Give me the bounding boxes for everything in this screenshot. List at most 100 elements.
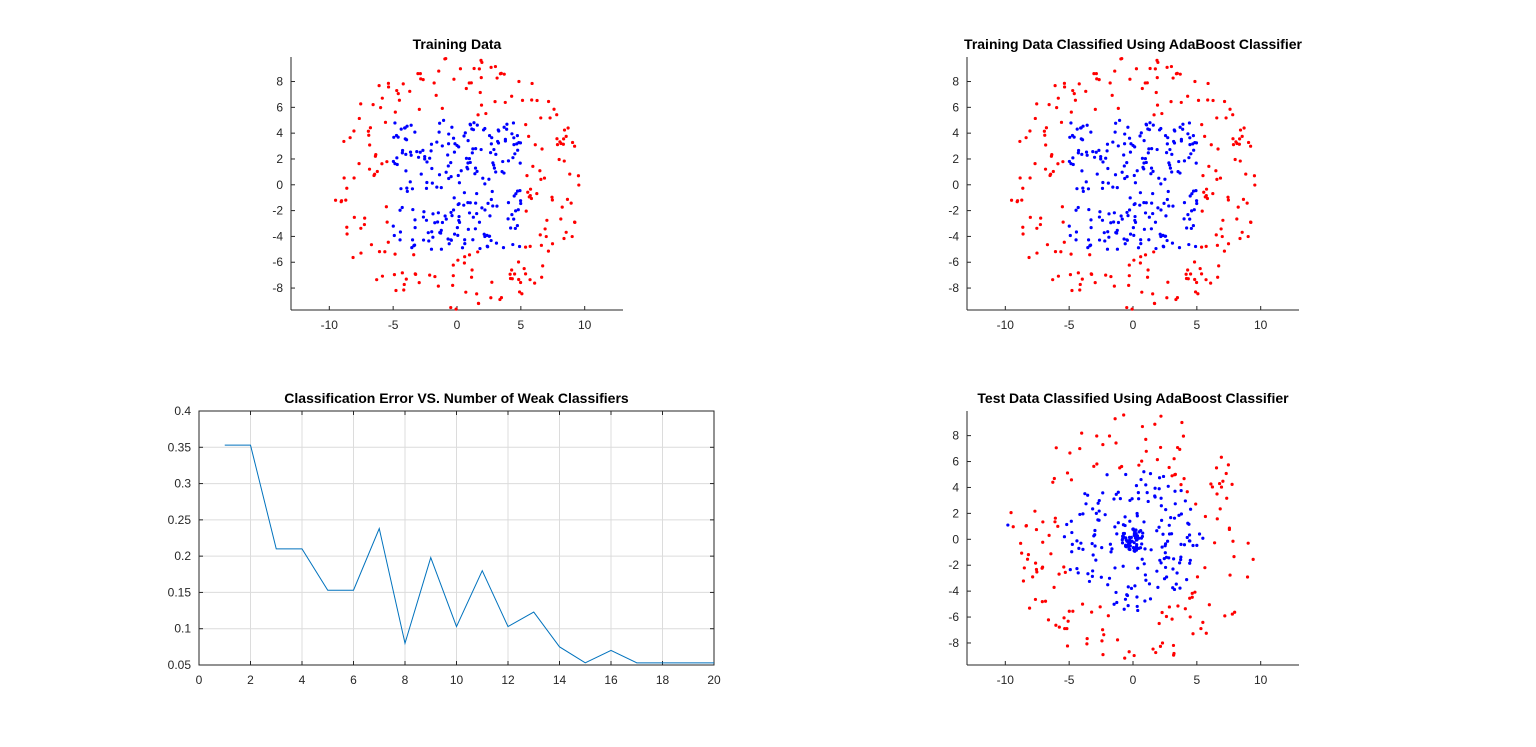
data-point-outer-class <box>1143 253 1148 257</box>
data-point-outer-class <box>1218 176 1223 180</box>
data-point-outer-class <box>404 277 408 281</box>
data-point-inner-class <box>457 202 461 206</box>
data-point-outer-class <box>1065 471 1070 475</box>
data-point-outer-class <box>1055 106 1059 110</box>
data-point-outer-class <box>550 198 554 202</box>
data-point-inner-class <box>1107 212 1111 216</box>
data-point-inner-class <box>1122 607 1126 611</box>
data-point-inner-class <box>1188 136 1192 140</box>
data-point-inner-class <box>457 145 461 149</box>
data-point-inner-class <box>409 153 413 157</box>
data-point-inner-class <box>1139 238 1143 242</box>
data-point-inner-class <box>433 221 437 225</box>
data-point-outer-class <box>1188 272 1193 276</box>
data-point-outer-class <box>1068 451 1072 455</box>
data-point-outer-class <box>1207 603 1211 607</box>
data-point-inner-class <box>1166 484 1170 488</box>
data-point-inner-class <box>439 247 444 251</box>
data-point-inner-class <box>1186 132 1190 136</box>
data-point-inner-class <box>466 139 470 143</box>
data-point-outer-class <box>566 126 570 130</box>
data-point-inner-class <box>1139 131 1143 135</box>
data-point-inner-class <box>1182 543 1187 547</box>
data-point-inner-class <box>1083 492 1087 496</box>
y-tick-label: 0.3 <box>174 477 191 491</box>
data-point-outer-class <box>367 133 371 137</box>
data-point-inner-class <box>449 210 453 215</box>
data-point-outer-class <box>1215 243 1220 247</box>
data-point-outer-class <box>1093 281 1097 285</box>
data-point-outer-class <box>1246 140 1251 145</box>
y-tick-label: -4 <box>948 584 959 598</box>
data-point-inner-class <box>1136 566 1140 570</box>
data-point-outer-class <box>548 116 552 120</box>
data-point-outer-class <box>412 253 416 257</box>
data-point-inner-class <box>1120 217 1124 221</box>
data-point-inner-class <box>1201 536 1205 540</box>
data-point-outer-class <box>386 85 391 89</box>
data-point-inner-class <box>1122 142 1127 146</box>
data-point-outer-class <box>1164 614 1169 619</box>
data-point-outer-class <box>1026 552 1031 557</box>
y-tick-label: 0 <box>952 178 959 192</box>
data-point-inner-class <box>511 121 516 125</box>
data-point-outer-class <box>1065 644 1070 648</box>
y-tick-label: 0.05 <box>168 658 192 672</box>
data-point-inner-class <box>456 233 460 237</box>
data-point-outer-class <box>366 129 370 133</box>
data-point-outer-class <box>402 282 406 287</box>
data-point-inner-class <box>518 161 522 165</box>
data-point-inner-class <box>400 151 404 155</box>
data-point-inner-class <box>413 130 417 134</box>
data-point-inner-class <box>1197 532 1202 536</box>
data-point-inner-class <box>399 127 403 131</box>
data-point-inner-class <box>483 182 487 186</box>
data-point-outer-class <box>1095 462 1099 466</box>
data-point-inner-class <box>394 133 399 138</box>
data-point-inner-class <box>1101 180 1105 185</box>
data-point-outer-class <box>1128 77 1132 81</box>
data-point-outer-class <box>1184 276 1189 281</box>
data-point-outer-class <box>1201 174 1205 178</box>
data-point-inner-class <box>435 140 439 144</box>
x-tick-label: 16 <box>604 673 618 687</box>
x-tick-label: 5 <box>518 318 525 332</box>
data-point-inner-class <box>1151 123 1155 127</box>
data-point-inner-class <box>440 220 445 225</box>
data-point-outer-class <box>562 159 566 163</box>
data-point-inner-class <box>1076 205 1080 210</box>
data-point-outer-class <box>362 222 367 227</box>
data-point-inner-class <box>1094 150 1098 154</box>
data-point-inner-class <box>1133 218 1137 223</box>
data-point-outer-class <box>1169 100 1173 104</box>
data-point-inner-class <box>1104 156 1108 160</box>
data-point-outer-class <box>408 89 412 93</box>
data-point-inner-class <box>1111 140 1115 144</box>
data-point-outer-class <box>564 230 568 234</box>
data-point-inner-class <box>1097 215 1102 219</box>
data-point-outer-class <box>1175 296 1180 300</box>
data-point-outer-class <box>518 280 523 285</box>
y-tick-label: 6 <box>952 100 959 114</box>
data-point-inner-class <box>403 126 407 130</box>
data-point-inner-class <box>1192 208 1196 212</box>
data-point-outer-class <box>1151 292 1155 296</box>
data-point-inner-class <box>1140 156 1145 160</box>
data-point-inner-class <box>1097 509 1101 513</box>
data-point-outer-class <box>1183 607 1187 611</box>
data-point-inner-class <box>391 224 395 228</box>
data-point-inner-class <box>446 142 451 146</box>
data-point-outer-class <box>1190 595 1194 599</box>
data-point-inner-class <box>405 186 409 190</box>
data-point-inner-class <box>1193 244 1198 249</box>
x-tick-label: 5 <box>1194 673 1201 687</box>
data-point-inner-class <box>1089 243 1093 247</box>
data-point-inner-class <box>1081 547 1085 552</box>
data-point-inner-class <box>398 238 402 242</box>
data-point-inner-class <box>1139 242 1143 246</box>
data-point-inner-class <box>1086 493 1090 497</box>
data-point-inner-class <box>1113 130 1117 134</box>
data-point-outer-class <box>1140 424 1145 429</box>
data-point-outer-class <box>1238 137 1242 141</box>
data-point-outer-class <box>367 167 372 171</box>
